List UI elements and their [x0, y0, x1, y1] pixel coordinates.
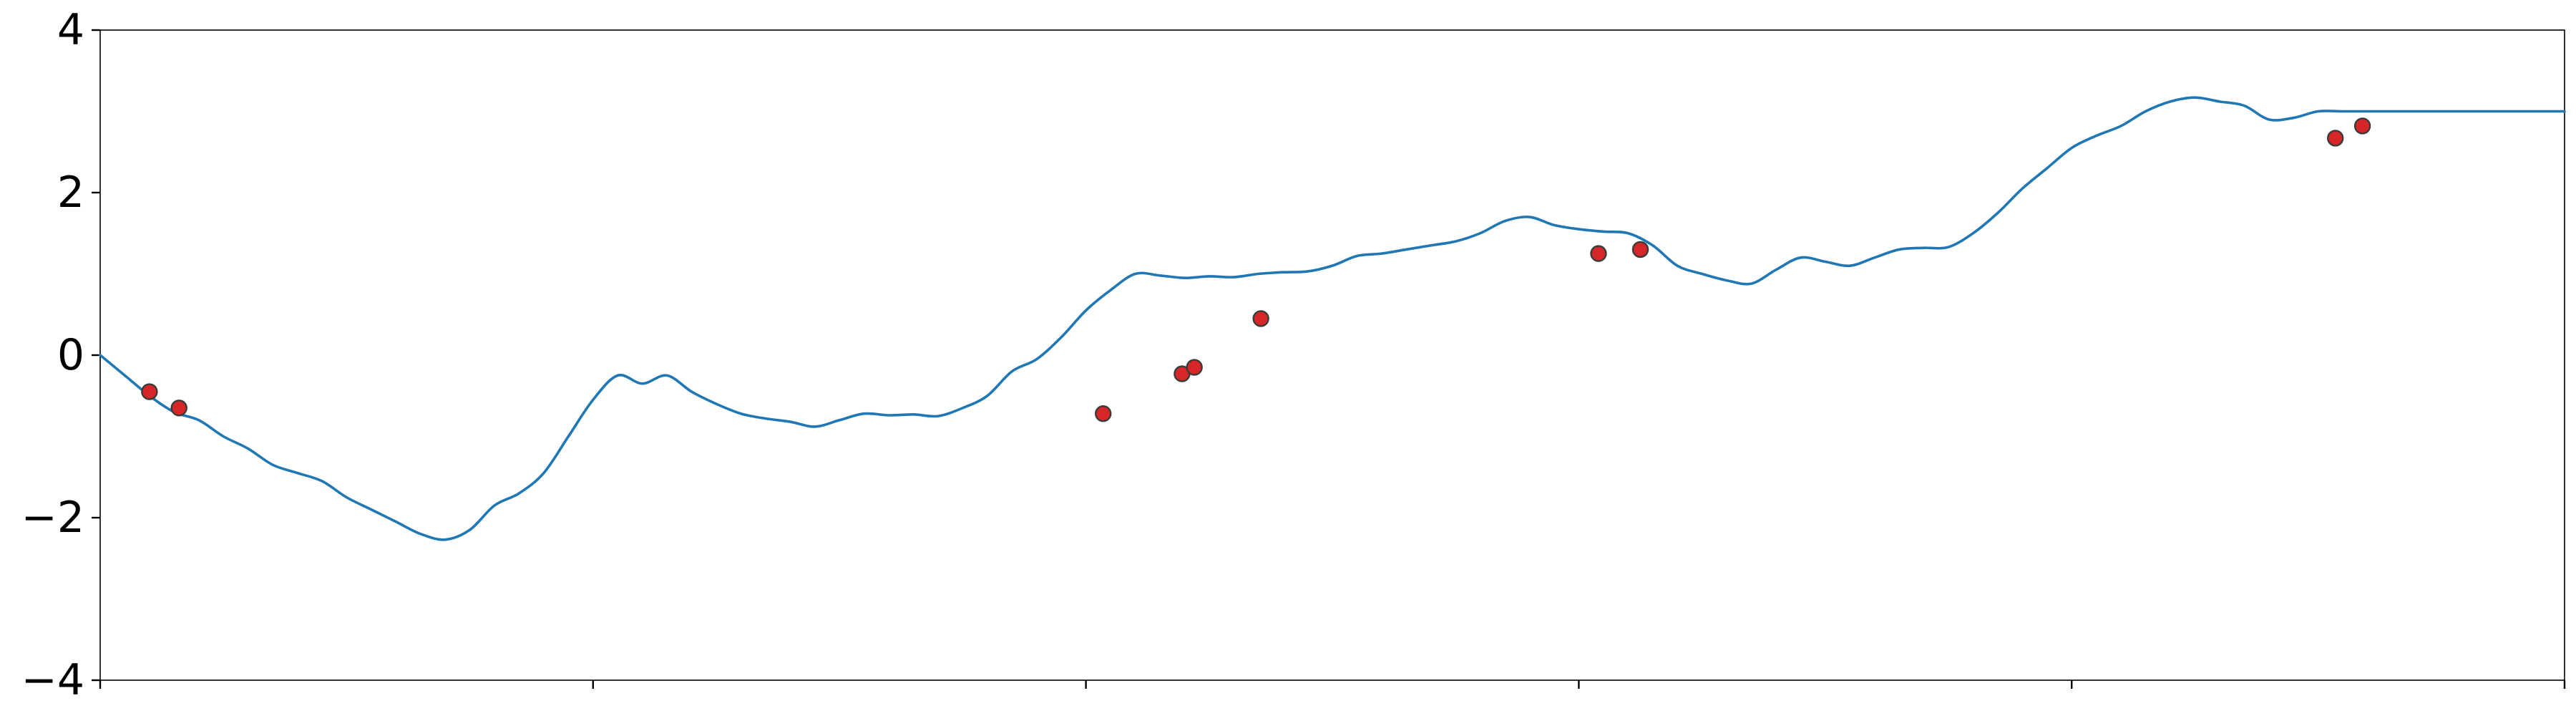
y-tick-label: 2	[57, 168, 84, 218]
data-point	[1631, 241, 1649, 258]
data-point	[141, 383, 158, 400]
data-point	[170, 400, 187, 417]
y-tick-label: 4	[57, 5, 84, 55]
y-tick-label: −4	[21, 655, 84, 705]
plot-area-border	[99, 29, 2565, 681]
data-point	[1095, 405, 1112, 422]
data-point	[2353, 117, 2371, 135]
x-axis-ticks	[99, 680, 2566, 689]
y-axis-ticks: −4 −2 0 2 4	[21, 5, 100, 705]
data-point	[2327, 130, 2344, 147]
series-line	[99, 96, 2566, 541]
data-point	[1252, 310, 1269, 327]
y-tick-label: −2	[21, 493, 84, 543]
series-lines	[99, 96, 2566, 541]
data-point	[1590, 245, 1607, 262]
data-points	[141, 117, 2371, 422]
data-point	[1186, 359, 1203, 376]
plot-frame	[99, 29, 2565, 681]
y-tick-label: 0	[57, 330, 84, 380]
